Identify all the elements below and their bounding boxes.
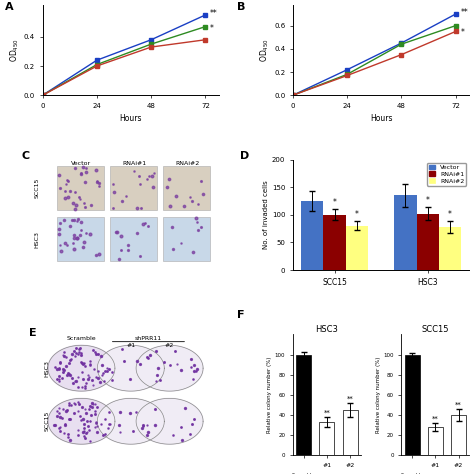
Text: RNAi#1: RNAi#1: [122, 161, 146, 165]
Y-axis label: OD$_{450}$: OD$_{450}$: [9, 38, 21, 62]
Text: **: **: [210, 9, 218, 18]
Bar: [57, 166, 104, 210]
Legend: Vector, RNAi#1, RNAi#2: Vector, RNAi#1, RNAi#2: [427, 163, 466, 186]
Text: Scramble: Scramble: [67, 336, 96, 341]
Text: Scramble: Scramble: [401, 473, 424, 474]
Text: **: **: [323, 410, 330, 416]
Text: Scramble: Scramble: [292, 473, 315, 474]
Polygon shape: [97, 398, 164, 444]
Text: *: *: [426, 196, 429, 205]
Bar: [417, 214, 439, 270]
Polygon shape: [97, 345, 164, 391]
Polygon shape: [48, 345, 115, 391]
Text: #2: #2: [165, 343, 174, 348]
Text: *: *: [210, 24, 214, 33]
Bar: [296, 355, 311, 455]
Bar: [404, 355, 419, 455]
Bar: [109, 217, 157, 261]
Polygon shape: [48, 398, 115, 444]
Text: *: *: [333, 198, 337, 207]
Text: *: *: [460, 28, 464, 37]
Bar: [57, 217, 104, 261]
Text: *: *: [355, 210, 359, 219]
Text: SCC15: SCC15: [34, 178, 39, 199]
Text: A: A: [5, 2, 13, 12]
Bar: [343, 410, 358, 455]
Text: Vector: Vector: [72, 161, 91, 165]
Title: HSC3: HSC3: [315, 325, 338, 334]
X-axis label: Hours: Hours: [119, 114, 142, 123]
Text: *: *: [448, 210, 452, 219]
Bar: [163, 166, 210, 210]
X-axis label: Hours: Hours: [370, 114, 392, 123]
Text: F: F: [237, 310, 245, 320]
Y-axis label: No. of invaded cells: No. of invaded cells: [263, 181, 269, 249]
Text: **: **: [460, 9, 468, 18]
Bar: [301, 201, 323, 270]
Text: #1: #1: [126, 343, 136, 348]
Bar: [428, 427, 443, 455]
Bar: [323, 215, 346, 270]
Text: RNAi#2: RNAi#2: [175, 161, 200, 165]
Text: HSC3: HSC3: [34, 231, 39, 247]
Text: HSC3: HSC3: [45, 360, 49, 377]
Text: **: **: [455, 402, 462, 408]
Text: B: B: [237, 2, 246, 12]
Bar: [439, 227, 461, 270]
Bar: [319, 422, 335, 455]
Text: C: C: [21, 151, 30, 161]
Y-axis label: OD$_{450}$: OD$_{450}$: [259, 38, 271, 62]
Text: SCC15: SCC15: [45, 411, 49, 431]
Bar: [109, 166, 157, 210]
Polygon shape: [136, 398, 203, 444]
Text: D: D: [240, 151, 249, 161]
Bar: [346, 226, 368, 270]
Text: **: **: [432, 416, 439, 422]
Text: shPRR11: shPRR11: [135, 336, 162, 341]
Y-axis label: Relative colony number (%): Relative colony number (%): [267, 356, 272, 433]
Bar: [163, 217, 210, 261]
Y-axis label: Relative colony number (%): Relative colony number (%): [375, 356, 381, 433]
Title: SCC15: SCC15: [421, 325, 449, 334]
Bar: [451, 415, 466, 455]
Text: **: **: [347, 396, 354, 402]
Polygon shape: [136, 345, 203, 391]
Bar: [394, 195, 417, 270]
Text: E: E: [28, 328, 36, 338]
